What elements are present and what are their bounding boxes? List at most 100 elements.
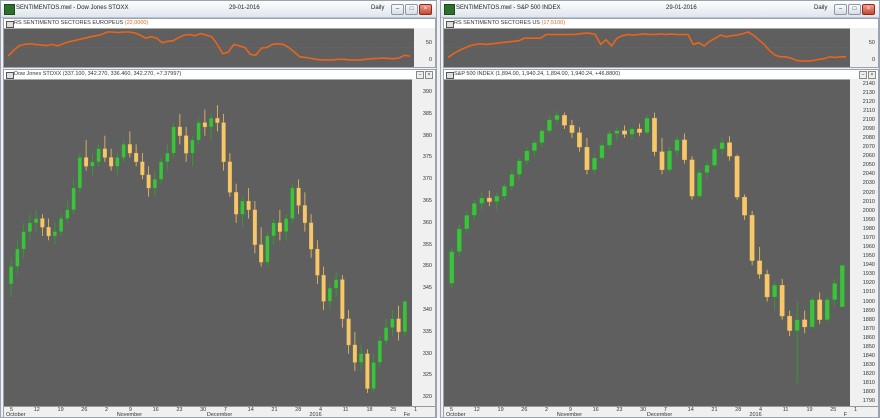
candle-body bbox=[234, 192, 239, 215]
close-button[interactable]: × bbox=[419, 4, 432, 15]
candle-body bbox=[652, 117, 657, 152]
candle-body bbox=[464, 215, 470, 230]
candle-body bbox=[359, 353, 364, 363]
ytick: 1820 bbox=[862, 371, 875, 378]
candle bbox=[190, 135, 195, 167]
candle-body bbox=[371, 362, 376, 389]
candle bbox=[802, 310, 808, 334]
pane-close-icon[interactable]: × bbox=[868, 71, 876, 79]
pane-buttons[interactable]: – × bbox=[415, 71, 433, 79]
ytick: 375 bbox=[422, 154, 432, 161]
candle-body bbox=[27, 222, 32, 232]
price-label: Dow Jones STOXX (337.100, 342.270, 336.4… bbox=[14, 71, 182, 77]
candle-body bbox=[561, 115, 567, 126]
candle-body bbox=[839, 265, 845, 308]
pane-minimize-icon[interactable]: – bbox=[859, 71, 867, 79]
candle-body bbox=[77, 157, 82, 189]
candle bbox=[614, 127, 620, 140]
ytick: 330 bbox=[422, 350, 432, 357]
candle-body bbox=[259, 244, 264, 263]
candle-body bbox=[290, 187, 295, 219]
ytick: 325 bbox=[422, 372, 432, 379]
candle bbox=[134, 144, 139, 167]
candle bbox=[309, 214, 314, 258]
candle bbox=[221, 113, 226, 171]
candle bbox=[402, 301, 407, 337]
candle bbox=[21, 222, 26, 258]
xtick-day: 4 bbox=[758, 407, 762, 413]
candle bbox=[599, 142, 605, 161]
candle-body bbox=[682, 139, 687, 160]
candle-body bbox=[390, 318, 395, 328]
titlebar[interactable]: SENTIMENTOS.mwl - S&P 500 INDEX 29-01-20… bbox=[441, 1, 879, 18]
minimize-button[interactable]: – bbox=[834, 4, 847, 15]
candle-body bbox=[209, 118, 214, 128]
candle bbox=[209, 113, 214, 141]
interval-label[interactable]: Daily bbox=[371, 5, 385, 11]
candle-body bbox=[302, 205, 307, 224]
candle bbox=[171, 122, 176, 158]
candle-body bbox=[277, 222, 282, 232]
candle bbox=[259, 227, 264, 267]
candle bbox=[832, 278, 838, 307]
minimize-button[interactable]: – bbox=[391, 4, 404, 15]
candle-body bbox=[742, 196, 748, 216]
close-button[interactable]: × bbox=[862, 4, 875, 15]
candle bbox=[682, 133, 687, 164]
candle bbox=[817, 292, 823, 325]
candle bbox=[52, 222, 57, 245]
ytick: 2110 bbox=[863, 107, 875, 114]
candle-body bbox=[71, 187, 76, 210]
candle bbox=[742, 194, 748, 220]
pane-close-icon[interactable]: × bbox=[425, 71, 433, 79]
maximize-button[interactable]: □ bbox=[848, 4, 861, 15]
candle bbox=[196, 118, 201, 145]
candle bbox=[90, 153, 95, 175]
candle-body bbox=[21, 231, 26, 250]
candle bbox=[456, 224, 462, 257]
xtick-day: 5 bbox=[450, 407, 454, 413]
ytick: 1790 bbox=[862, 398, 875, 405]
maximize-button[interactable]: □ bbox=[405, 4, 418, 15]
candle bbox=[787, 310, 793, 337]
pane-buttons[interactable]: – × bbox=[858, 71, 876, 79]
candle bbox=[346, 310, 351, 354]
ytick: 2090 bbox=[862, 125, 875, 132]
ytick: 335 bbox=[422, 328, 432, 335]
interval-label[interactable]: Daily bbox=[814, 5, 828, 11]
candle bbox=[794, 301, 800, 384]
pane-minimize-icon[interactable]: – bbox=[416, 71, 424, 79]
candle-body bbox=[34, 218, 39, 224]
xtick-day: 19 bbox=[806, 407, 813, 413]
candle-body bbox=[546, 119, 552, 131]
candle-body bbox=[509, 174, 515, 187]
candle-body bbox=[501, 186, 507, 197]
xtick-month: October bbox=[6, 412, 26, 418]
candle bbox=[396, 305, 401, 341]
candle-body bbox=[184, 135, 189, 154]
candle-body bbox=[516, 160, 522, 175]
ytick: 50 bbox=[425, 40, 432, 46]
ytick: 1980 bbox=[862, 225, 875, 232]
xtick-day: 23 bbox=[616, 407, 623, 413]
candle-body bbox=[712, 148, 717, 166]
xtick-month: F bbox=[843, 412, 848, 418]
xtick-day: 18 bbox=[366, 407, 373, 413]
candle-body bbox=[96, 148, 101, 162]
candle bbox=[340, 275, 345, 328]
ytick: 1800 bbox=[862, 389, 875, 396]
xtick-day: 16 bbox=[152, 407, 159, 413]
candle-body bbox=[802, 319, 808, 328]
candle-body bbox=[494, 196, 500, 202]
candle-body bbox=[321, 275, 326, 302]
xtick-day: 21 bbox=[271, 407, 278, 413]
candle bbox=[704, 160, 710, 179]
candle-body bbox=[140, 161, 145, 176]
candle-body bbox=[115, 157, 120, 167]
candle bbox=[246, 188, 251, 219]
ytick: 1960 bbox=[862, 244, 875, 251]
titlebar[interactable]: SENTIMENTOS.mwl - Dow Jones STOXX 29-01-… bbox=[1, 1, 436, 18]
date-axis: 5 12 19 26 2 9 16 23 30 7 14 21 28 4 11 19 25 1 October Nov… bbox=[444, 406, 878, 417]
candle-body bbox=[704, 165, 710, 173]
candle bbox=[652, 112, 657, 157]
